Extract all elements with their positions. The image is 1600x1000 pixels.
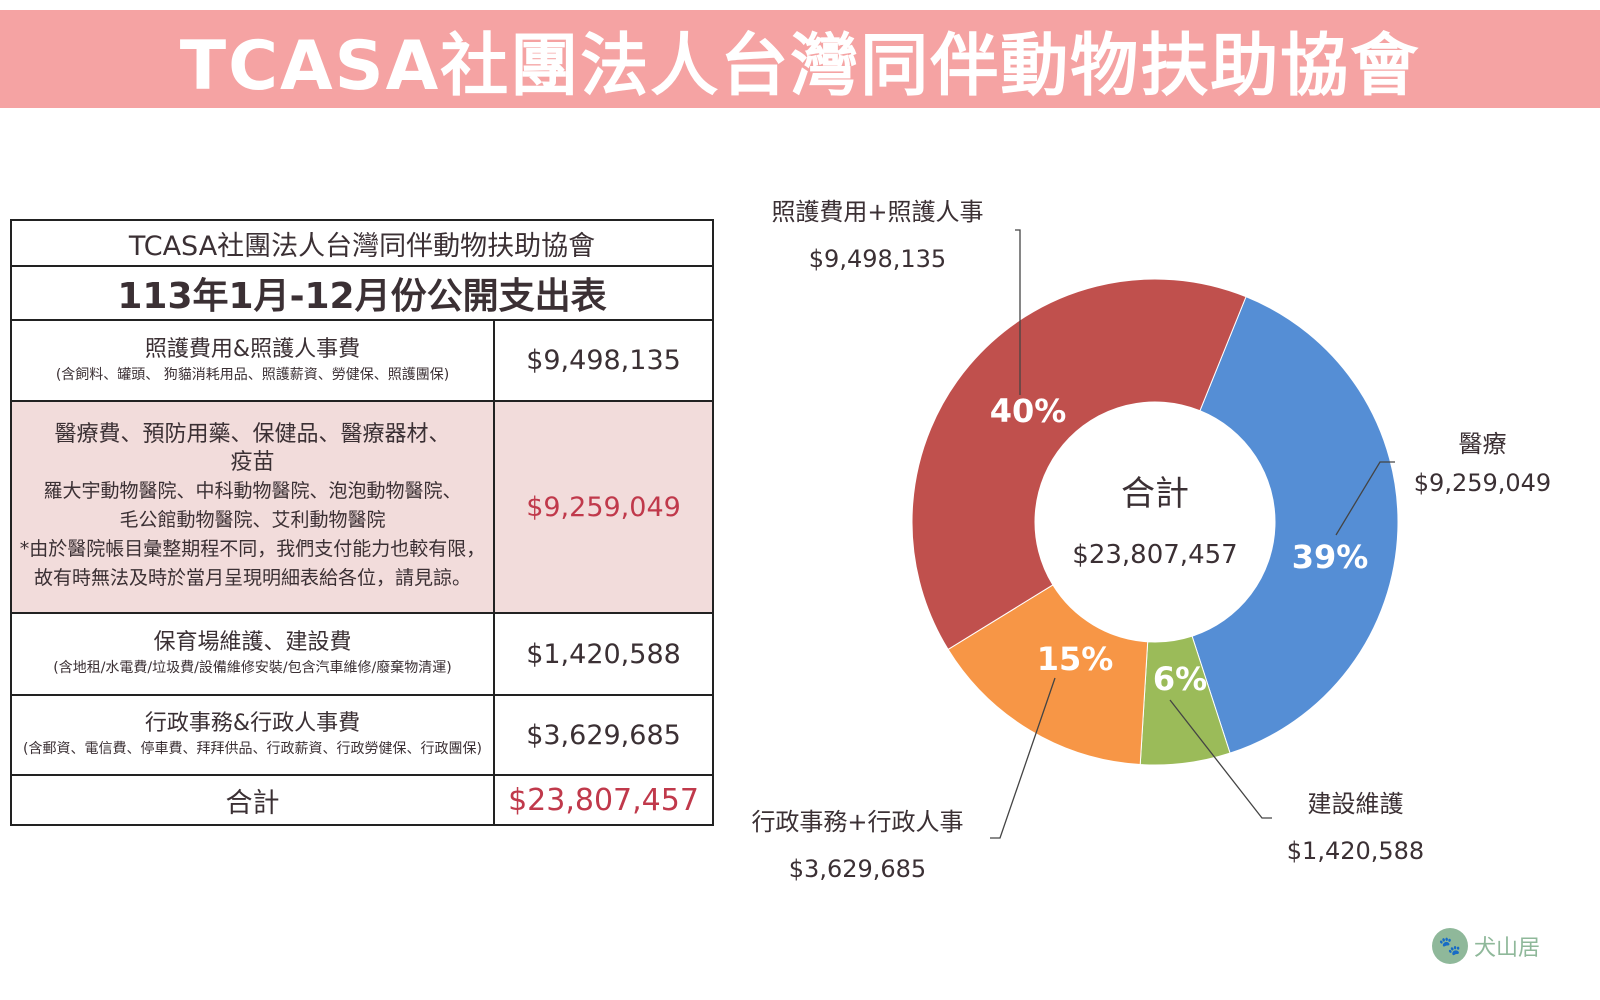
donut-slice — [911, 278, 1247, 651]
title-banner: TCASA社團法人台灣同伴動物扶助協會 — [0, 10, 1600, 108]
category: 照護費用&照護人事費 — [144, 336, 361, 362]
detail: (含郵資、電信費、停車費、拜拜供品、行政薪資、行政勞健保、行政團保) — [23, 741, 482, 757]
center-label: 合計 — [1121, 474, 1189, 514]
pct-label-build: 6% — [1153, 660, 1207, 698]
hospitals: 羅大宇動物醫院、中科動物醫院、泡泡動物醫院、毛公館動物醫院、艾利動物醫院 — [43, 480, 462, 531]
amount: $3,629,685 — [493, 694, 714, 776]
expense-table: TCASA社團法人台灣同伴動物扶助協會 113年1月-12月份公開支出表 照護費… — [10, 219, 714, 826]
slice-label-care: 照護費用+照護人事 $9,498,135 — [771, 198, 984, 273]
leader-line — [1335, 461, 1395, 536]
table-row: 保育場維護、建設費 (含地租/水電費/垃圾費/設備維修安裝/包含汽車維修/廢棄物清… — [10, 612, 714, 696]
category: 醫療費、預防用藥、保健品、醫療器材、疫苗 — [54, 422, 451, 475]
pct-label-admin: 15% — [1037, 640, 1114, 678]
donut-slice — [947, 584, 1149, 766]
slice-label-admin: 行政事務+行政人事 $3,629,685 — [751, 808, 964, 883]
logo: 🐾 犬山居 — [1432, 928, 1540, 964]
total-label: 合計 — [10, 774, 495, 826]
table-title: 113年1月-12月份公開支出表 — [10, 265, 714, 321]
pct-label-medical: 39% — [1292, 538, 1369, 576]
slice-label-build: 建設維護 $1,420,588 — [1286, 790, 1425, 865]
total-row: 合計 $23,807,457 — [10, 774, 714, 826]
logo-text: 犬山居 — [1474, 936, 1541, 961]
amount: $9,259,049 — [493, 400, 714, 614]
donut-slice — [1191, 296, 1399, 754]
leader-line — [1169, 699, 1272, 819]
center-value: $23,807,457 — [1072, 540, 1237, 570]
table-row: 醫療費、預防用藥、保健品、醫療器材、疫苗 羅大宇動物醫院、中科動物醫院、泡泡動物醫… — [10, 400, 714, 614]
table-row: 行政事務&行政人事費 (含郵資、電信費、停車費、拜拜供品、行政薪資、行政勞健保、行… — [10, 694, 714, 776]
leader-line — [990, 677, 1056, 839]
page-title: TCASA社團法人台灣同伴動物扶助協會 — [179, 26, 1421, 106]
amount: $1,420,588 — [493, 612, 714, 696]
amount: $9,498,135 — [493, 319, 714, 402]
pct-label-care: 40% — [990, 392, 1067, 430]
category: 行政事務&行政人事費 — [144, 711, 361, 736]
note: *由於醫院帳目彙整期程不同，我們支付能力也較有限，故有時無法及時於當月呈現明細表… — [19, 538, 486, 589]
total-amount: $23,807,457 — [493, 774, 714, 826]
leader-line — [1015, 229, 1021, 395]
slice-label-medical: 醫療 $9,259,049 — [1413, 430, 1552, 497]
dog-icon: 🐾 — [1432, 928, 1468, 964]
detail: (含地租/水電費/垃圾費/設備維修安裝/包含汽車維修/廢棄物清運) — [53, 660, 452, 676]
table-row: 照護費用&照護人事費 (含飼料、罐頭、 狗貓消耗用品、照護薪資、勞健保、照護團保)… — [10, 319, 714, 402]
table-org: TCASA社團法人台灣同伴動物扶助協會 — [10, 219, 714, 267]
category: 保育場維護、建設費 — [153, 630, 352, 655]
detail: (含飼料、罐頭、 狗貓消耗用品、照護薪資、勞健保、照護團保) — [55, 366, 450, 383]
